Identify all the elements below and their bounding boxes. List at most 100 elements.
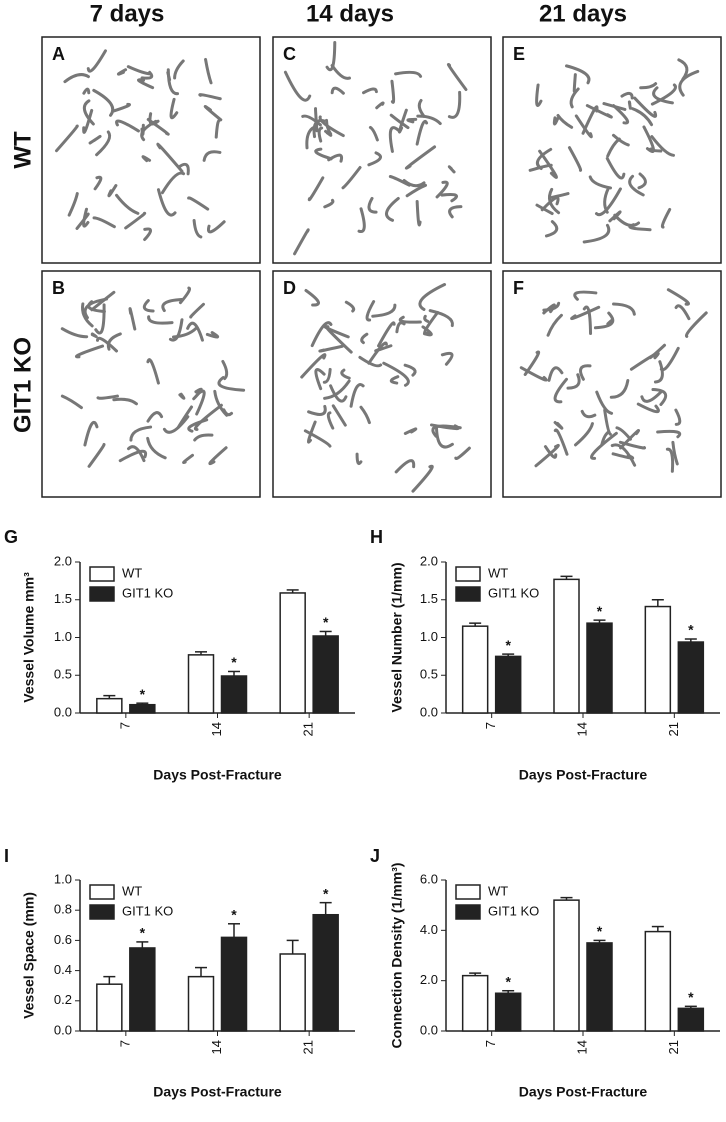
vessel-render [83, 297, 108, 320]
vessel-render [187, 196, 210, 211]
x-axis-label: Days Post-Fracture [153, 1084, 282, 1100]
y-tick-label: 0.4 [54, 962, 72, 977]
vessel-render [611, 133, 630, 147]
x-axis-label: Days Post-Fracture [519, 1084, 648, 1100]
x-axis-label: Days Post-Fracture [153, 767, 282, 783]
vessel-render [362, 87, 378, 95]
vessel-render [323, 324, 350, 339]
bar [279, 953, 306, 1032]
vessel-render [556, 113, 574, 129]
vessel-render [128, 307, 137, 331]
x-tick-label: 7 [117, 722, 132, 729]
vessel-render [610, 443, 637, 467]
panel-label: A [52, 44, 65, 64]
vessel-render [118, 449, 148, 463]
vessel-render [173, 59, 185, 80]
y-tick-label: 2.0 [420, 972, 438, 987]
vessel-render [82, 87, 91, 95]
vessel-render [582, 305, 593, 335]
vessel-render [454, 446, 471, 460]
vessel-render [394, 70, 423, 78]
vessel-render [106, 332, 122, 351]
bar [96, 983, 123, 1032]
vessel-render [187, 418, 209, 433]
vessel-render [169, 97, 179, 120]
vessel-render [656, 429, 682, 439]
vessel-render [538, 149, 558, 179]
image-panel [41, 270, 261, 498]
vessel-render [434, 426, 454, 449]
vessel-render [375, 101, 385, 110]
significance-mark: * [688, 622, 694, 638]
legend-swatch [455, 586, 481, 602]
vessel-render [651, 388, 668, 406]
bar [312, 635, 339, 714]
vessel-render [620, 91, 634, 100]
vessel-render [203, 104, 223, 122]
vessel-render [595, 390, 614, 415]
vessel-render [674, 408, 682, 426]
vessel-render [317, 126, 324, 143]
vessel-render [318, 115, 345, 138]
vessel-render [115, 193, 140, 215]
vessel-render [394, 459, 416, 474]
panel-label: D [283, 278, 296, 298]
y-tick-label: 0.0 [420, 1022, 438, 1037]
panel-label: I [4, 846, 9, 866]
vessel-render [192, 219, 203, 239]
vessel-render [544, 220, 559, 238]
vessel-render [186, 321, 204, 342]
significance-mark: * [323, 885, 329, 901]
y-axis-label: Vessel Volume mm³ [21, 572, 37, 703]
vessel-render [653, 360, 664, 384]
vessel-render [146, 358, 160, 385]
vessel-render [55, 124, 79, 153]
vessel-render [612, 302, 636, 316]
y-tick-label: 0.2 [54, 992, 72, 1007]
vessel-render [609, 379, 630, 399]
vessel-render [63, 73, 90, 84]
vessel-render [300, 353, 327, 379]
vessel-render [534, 444, 560, 468]
y-tick-label: 1.5 [420, 591, 438, 606]
vessel-render [178, 392, 186, 400]
vessel-render [136, 78, 155, 90]
vessel-render [402, 178, 426, 188]
vessel-render [573, 290, 598, 301]
vessel-render [446, 62, 468, 92]
vessel-render [206, 220, 226, 234]
vessel-render [678, 69, 700, 97]
bar [644, 930, 672, 1032]
vessel-render [359, 405, 371, 425]
vessel-render [92, 216, 116, 229]
vessel-render [642, 125, 655, 154]
vessel-render [326, 411, 335, 430]
vessel-render [198, 93, 222, 101]
vessel-render [553, 428, 569, 456]
vessel-render [447, 90, 462, 119]
vessel-render [221, 359, 229, 381]
vessel-render [389, 113, 410, 130]
vessel-render [611, 452, 635, 460]
vessel-render [83, 421, 99, 447]
vessel-render [340, 368, 351, 380]
vessel-render [570, 305, 601, 321]
vessel-render [417, 98, 426, 118]
vessel-render [548, 187, 561, 215]
vessel-render [112, 397, 138, 406]
vessel-render [304, 289, 320, 307]
x-tick-label: 7 [483, 722, 498, 729]
vessel-render [112, 102, 132, 113]
x-tick-label: 7 [483, 1040, 498, 1047]
significance-mark: * [140, 686, 146, 702]
vessel-render [523, 350, 541, 376]
y-tick-label: 4.0 [420, 922, 438, 937]
vessel-render [440, 193, 459, 203]
x-tick-label: 7 [117, 1040, 132, 1047]
vessel-render [542, 303, 556, 315]
vessel-render [74, 344, 105, 359]
y-tick-label: 0.5 [420, 667, 438, 682]
y-tick-label: 1.5 [54, 591, 72, 606]
vessel-render [535, 203, 554, 216]
